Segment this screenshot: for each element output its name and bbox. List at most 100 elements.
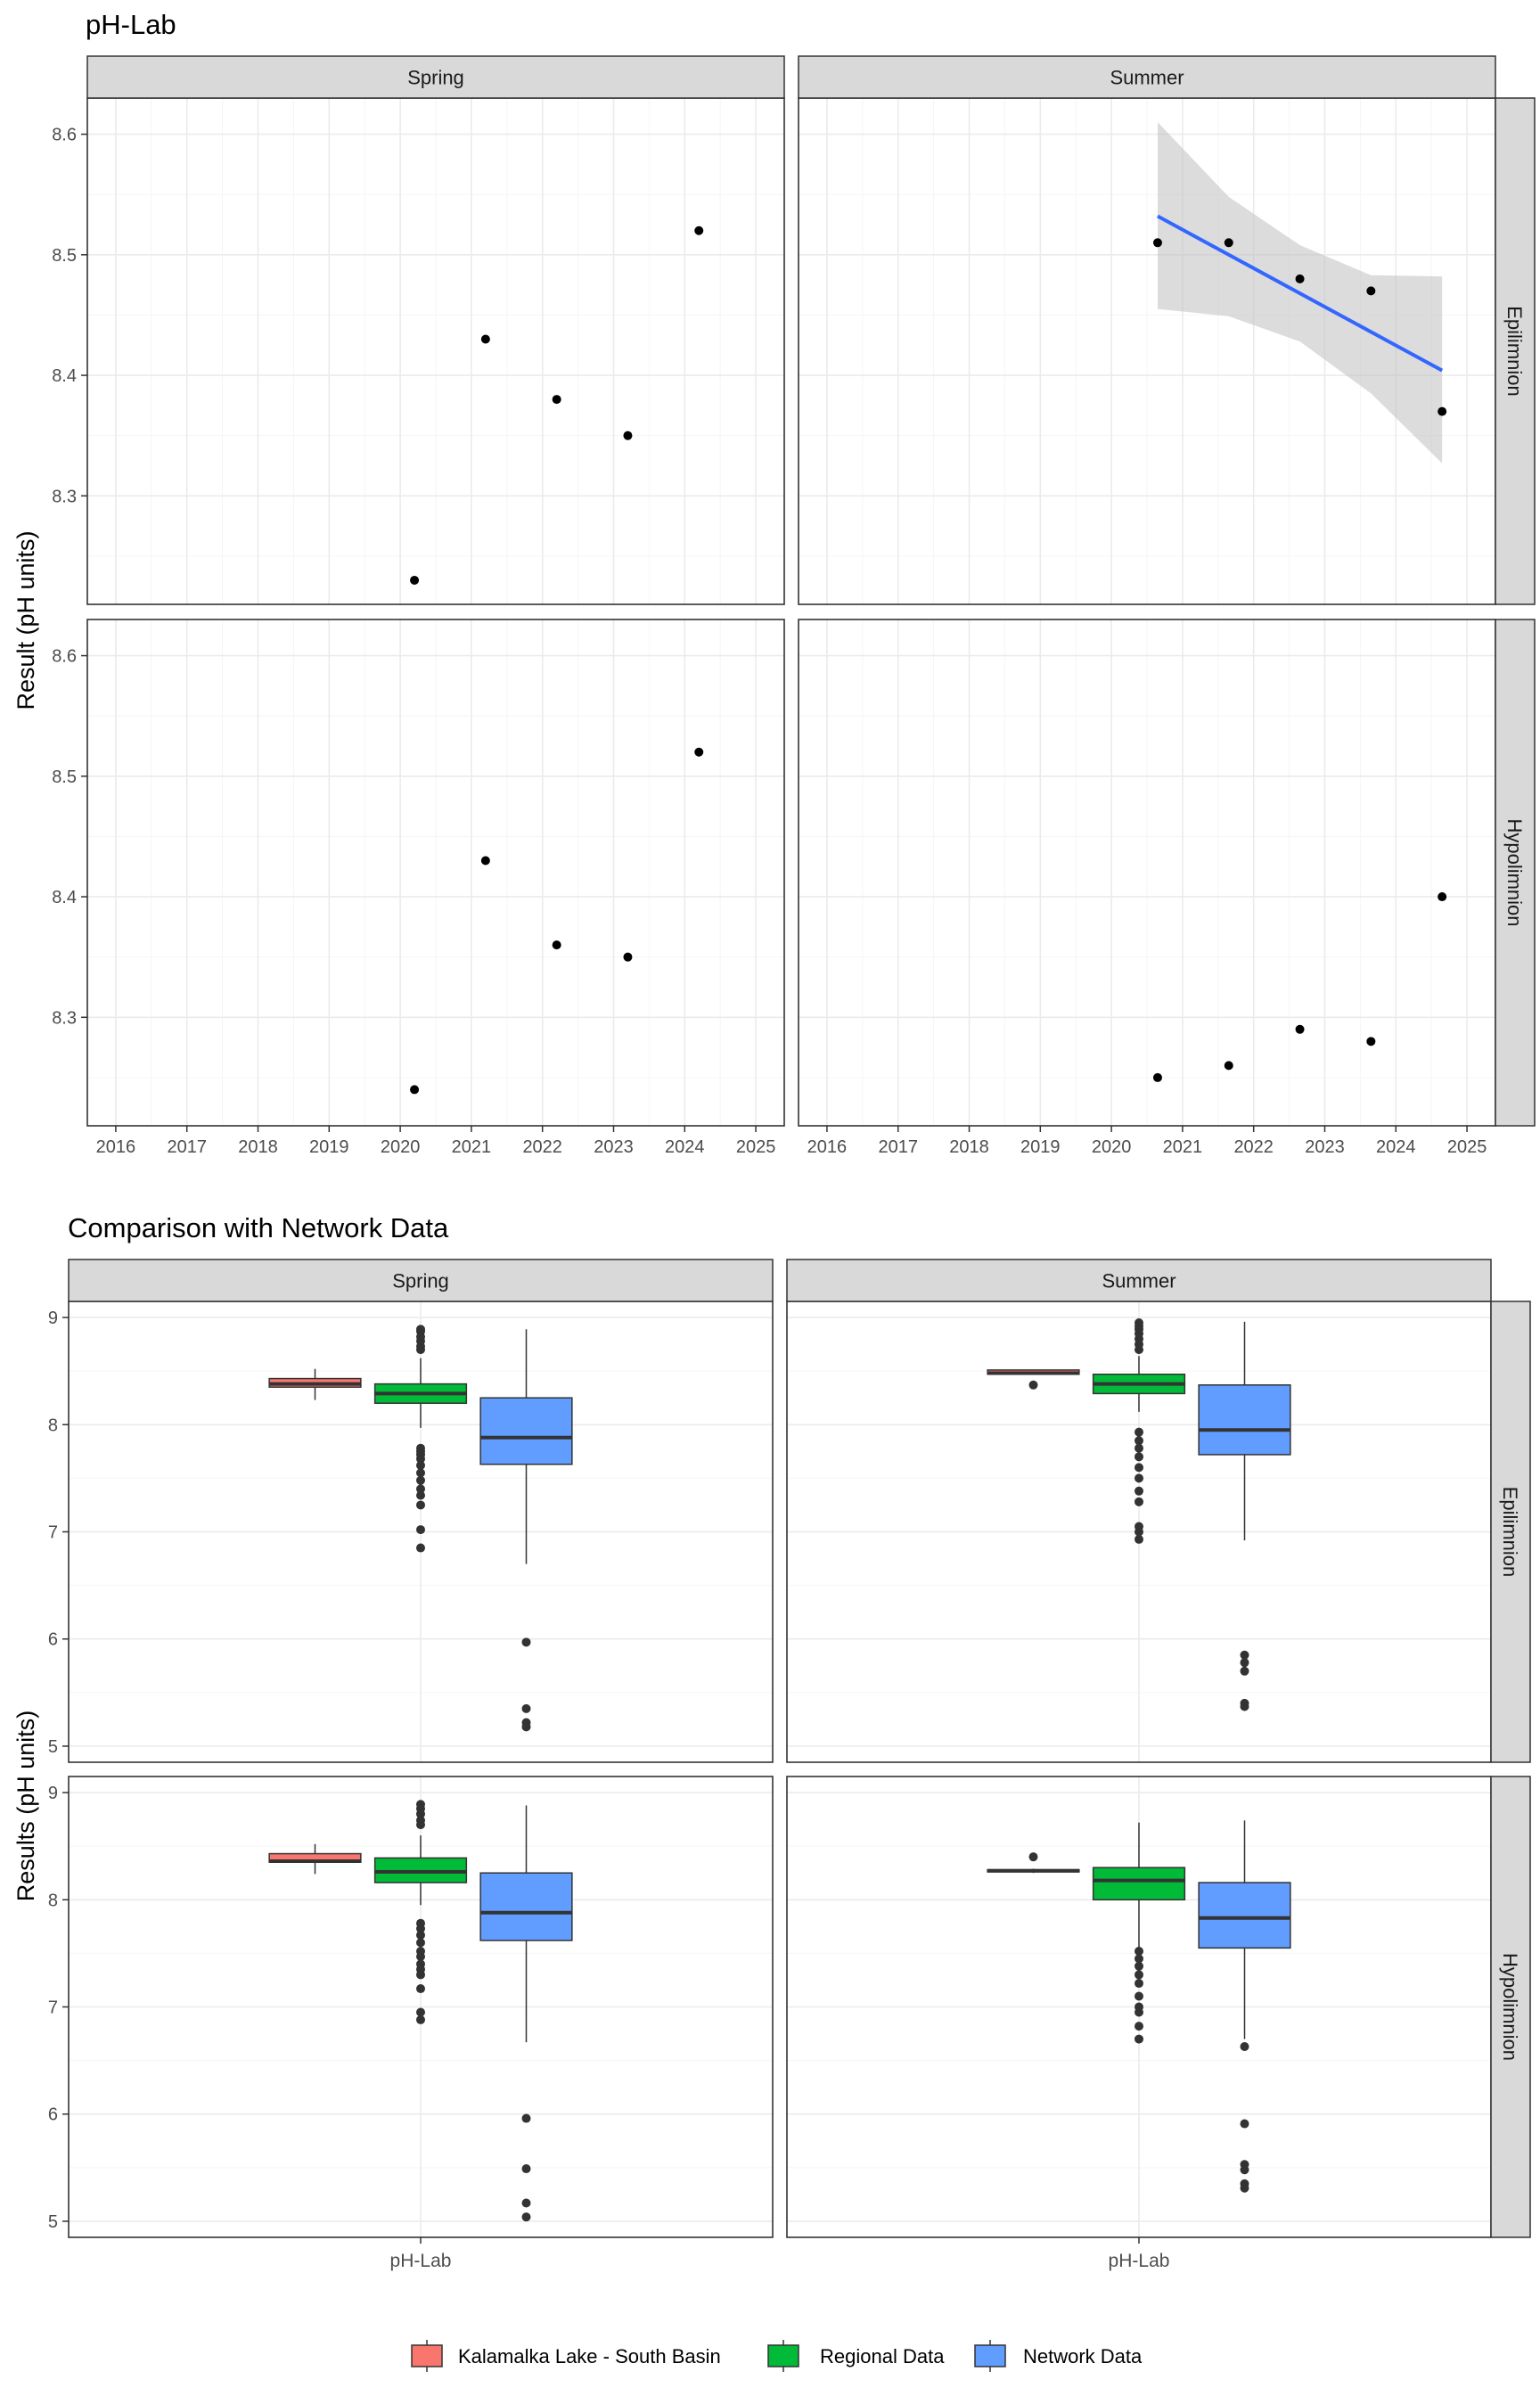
scatter-strip-label-summer: Summer [1110,67,1184,89]
boxplot-y-tick-label-hypolimnion-1: 6 [48,2105,58,2125]
scatter-strip-spring [86,55,785,99]
scatter-x-tick-label-spring-7: 2023 [594,1137,634,1157]
box-epilimnion-spring-network-data-outlier-0 [521,1637,531,1647]
scatter-x-tick-label-spring-1: 2017 [167,1137,207,1157]
scatter-epilimnion-spring-point-1 [480,334,490,344]
box-epilimnion-summer-regional-data-outlier-7 [1135,1427,1143,1437]
scatter-epilimnion-summer-point-3 [1366,286,1376,296]
boxplot-strip-label-epilimnion: Epilimnion [1499,1487,1521,1578]
box-epilimnion-summer-network-data-box [1198,1384,1291,1456]
boxplot-y-tick-label-epilimnion-2: 7 [48,1523,58,1543]
scatter-x-tick-label-summer-7: 2023 [1305,1137,1345,1157]
box-epilimnion-summer-regional-data-outlier-8 [1135,1436,1143,1446]
scatter-x-tick-label-spring-4: 2020 [381,1137,421,1157]
scatter-y-tick-label-hypolimnion-3: 8.6 [52,647,77,667]
box-epilimnion-spring-regional-data-outlier-5 [416,1325,425,1334]
boxplot-strip-spring [68,1259,774,1302]
scatter-x-tick-label-spring-6: 2022 [522,1137,562,1157]
box-epilimnion-summer-regional-data-outlier-17 [1135,1534,1143,1544]
boxplot-y-tick-label-hypolimnion-4: 9 [48,1784,58,1803]
box-hypolimnion-spring-regional-data-outlier-15 [416,2007,425,2017]
legend-label-network: Network Data [1023,2345,1143,2367]
box-hypolimnion-summer-regional-data-outlier-9 [1135,2034,1143,2044]
scatter-x-tick-label-summer-1: 2017 [878,1137,918,1157]
box-epilimnion-spring-regional-data-outlier-17 [416,1543,425,1553]
boxplot-strip-summer [786,1259,1492,1302]
scatter-x-tick-label-summer-9: 2025 [1447,1137,1487,1157]
box-hypolimnion-summer-network-data-outlier-3 [1240,2165,1249,2175]
box-epilimnion-summer-network-data-outlier-4 [1240,1702,1249,1711]
scatter-hypolimnion-summer-point-4 [1438,892,1447,902]
box-hypolimnion-summer-kalamalka-lake-south-basin-outlier-0 [1028,1852,1038,1862]
legend-key-regional [767,2344,799,2367]
legend-item-kalamalka: Kalamalka Lake - South Basin [411,2340,721,2372]
scatter-x-tick-label-spring-2: 2018 [238,1137,278,1157]
boxplot-strip-label-spring: Spring [392,1270,449,1292]
box-epilimnion-summer-regional-data-outlier-6 [1135,1318,1143,1328]
legend-item-regional: Regional Data [767,2340,945,2372]
scatter-x-tick-label-spring-0: 2016 [96,1137,136,1157]
scatter-hypolimnion-spring-point-0 [410,1085,420,1095]
box-hypolimnion-spring-regional-data-outlier-6 [416,1924,425,1933]
box-hypolimnion-summer-network-data-box [1198,1882,1291,1949]
scatter-panel-hypolimnion-spring [87,620,784,1126]
box-hypolimnion-spring-network-data-box [479,1872,573,1941]
scatter-x-tick-label-summer-5: 2021 [1163,1137,1203,1157]
box-hypolimnion-spring-regional-data-outlier-16 [416,2014,425,2024]
scatter-epilimnion-spring-point-3 [623,431,633,440]
boxplot-strip-label-summer: Summer [1102,1270,1175,1292]
box-epilimnion-summer-network-data-outlier-0 [1240,1650,1249,1660]
scatter-panel-epilimnion-spring [87,98,784,604]
scatter-y-tick-label-hypolimnion-0: 8.3 [52,1008,77,1028]
scatter-epilimnion-summer-point-4 [1438,406,1447,416]
box-hypolimnion-summer-regional-data-outlier-0 [1135,1946,1143,1956]
boxplot-strip-hypolimnion [1490,1776,1531,2238]
scatter-epilimnion-spring-point-2 [552,395,561,405]
boxplot-x-tick-label-spring: pH-Lab [390,2251,452,2271]
box-hypolimnion-spring-regional-data-outlier-4 [416,1800,425,1809]
box-epilimnion-summer-regional-data-outlier-13 [1135,1486,1143,1496]
box-hypolimnion-spring-regional-data-outlier-10 [416,1951,425,1961]
legend-key-kalamalka [411,2344,443,2367]
boxplot-x-tick-label-summer: pH-Lab [1109,2251,1170,2271]
box-epilimnion-spring-network-data-box [479,1397,573,1465]
legend-key-network [974,2344,1006,2367]
scatter-y-tick-label-epilimnion-2: 8.5 [52,246,77,266]
box-hypolimnion-summer-regional-data-outlier-1 [1135,1954,1143,1964]
box-hypolimnion-spring-regional-data-outlier-8 [416,1938,425,1948]
boxplot-strip-label-hypolimnion: Hypolimnion [1499,1953,1521,2061]
box-hypolimnion-summer-network-data-outlier-5 [1240,2183,1249,2193]
box-hypolimnion-spring-network-data-outlier-3 [521,2212,531,2222]
box-hypolimnion-spring-regional-data-outlier-1 [416,1816,425,1826]
scatter-strip-label-hypolimnion: Hypolimnion [1503,818,1526,926]
scatter-y-tick-label-epilimnion-0: 8.3 [52,487,77,506]
scatter-figure: 8.3 8.4 8.5 8.6 8.3 8.4 8.5 8.6 2016 2017 2018 2019… [52,55,1536,1157]
scatter-x-tick-label-spring-3: 2019 [309,1137,349,1157]
scatter-y-axis-label: Result (pH units) [12,530,39,710]
scatter-epilimnion-summer-point-2 [1295,274,1305,283]
boxplot-y-tick-label-hypolimnion-2: 7 [48,1998,58,2018]
scatter-x-tick-label-summer-4: 2020 [1092,1137,1132,1157]
box-hypolimnion-summer-regional-data-outlier-8 [1135,2022,1143,2031]
boxplot-title: Comparison with Network Data [68,1212,449,1243]
scatter-x-tick-label-spring-8: 2024 [665,1137,705,1157]
scatter-epilimnion-spring-point-0 [410,575,420,585]
scatter-epilimnion-summer-point-0 [1152,238,1162,248]
box-hypolimnion-spring-network-data-outlier-0 [521,2113,531,2123]
scatter-x-tick-label-summer-2: 2018 [949,1137,989,1157]
box-hypolimnion-spring-regional-data-outlier-7 [416,1930,425,1940]
box-hypolimnion-summer-regional-data-box [1092,1867,1186,1901]
box-epilimnion-spring-network-data-outlier-3 [521,1722,531,1732]
box-epilimnion-spring-regional-data-outlier-12 [416,1475,425,1485]
box-epilimnion-summer-regional-data-outlier-10 [1135,1452,1143,1462]
scatter-y-tick-label-epilimnion-3: 8.6 [52,126,77,145]
box-hypolimnion-summer-regional-data-outlier-2 [1135,1961,1143,1971]
boxplot-y-axis-label: Results (pH units) [12,1711,39,1902]
box-epilimnion-summer-regional-data-outlier-16 [1135,1527,1143,1537]
scatter-hypolimnion-summer-point-2 [1295,1024,1305,1034]
scatter-x-tick-label-summer-0: 2016 [807,1137,848,1157]
legend: Kalamalka Lake - South Basin Regional Da… [411,2340,1143,2372]
boxplot-y-tick-label-epilimnion-4: 9 [48,1309,58,1328]
box-epilimnion-summer-regional-data-outlier-9 [1135,1443,1143,1453]
box-hypolimnion-summer-regional-data-outlier-7 [1135,2007,1143,2017]
